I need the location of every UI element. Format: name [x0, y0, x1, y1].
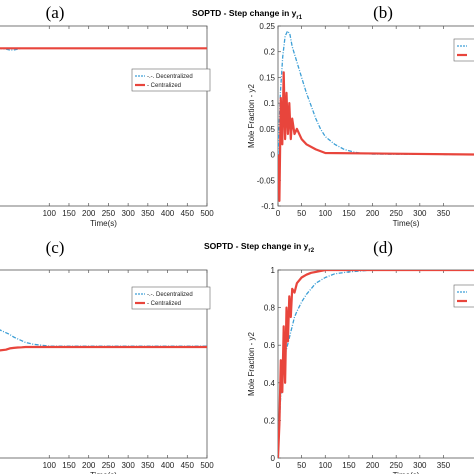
legend-d	[453, 284, 474, 308]
y-tick-label: -0.1	[261, 202, 275, 211]
y-tick-label: 0.25	[259, 22, 275, 31]
x-tick-label: 150	[342, 461, 356, 470]
legend-b	[453, 38, 474, 62]
panel-letter-a: (a)	[46, 3, 65, 22]
legend-label: - Centralized	[147, 83, 181, 89]
x-tick-label: 200	[366, 461, 380, 470]
x-tick-label: 150	[62, 209, 76, 218]
y-tick-label: 1	[271, 266, 276, 275]
y-tick-label: 0.6	[264, 341, 276, 350]
panel-letter-b: (b)	[373, 3, 393, 22]
legend-label: -.-. Decentralized	[147, 74, 193, 80]
x-axis-label: Time(s)	[90, 219, 117, 228]
x-tick-label: 300	[121, 209, 135, 218]
x-tick-label: 300	[121, 461, 135, 470]
decentralized-series-line	[278, 30, 474, 156]
y-tick-label: 0	[271, 151, 276, 160]
x-axis-label: Time(s)	[393, 219, 420, 228]
y-tick-label: 0.2	[264, 48, 276, 57]
y-tick-label: 0.15	[259, 73, 275, 82]
bottom-super-title-sub: r2	[308, 248, 314, 254]
x-axis-label: Time(s)	[90, 471, 117, 474]
centralized-series-line	[278, 71, 474, 202]
x-tick-label: 100	[43, 461, 57, 470]
x-tick-label: 450	[181, 209, 195, 218]
centralized-series-line	[278, 270, 474, 458]
legend-label: - Centralized	[147, 301, 181, 307]
panel-letter-d: (d)	[373, 238, 393, 257]
y-tick-label: 0.1	[264, 99, 276, 108]
plot-area-d	[277, 269, 474, 459]
plot-area-b	[277, 25, 474, 207]
plot-area-a	[0, 25, 208, 207]
x-tick-label: 100	[319, 209, 333, 218]
x-tick-label: 50	[297, 461, 306, 470]
chart-c: 100 150 200 250 300 350 400 450 500 Time(s) -.-. D…	[0, 269, 214, 474]
y-tick-label: -0.05	[257, 176, 276, 185]
x-tick-label: 300	[413, 461, 427, 470]
y-axis-label: Mole Fraction - y2	[247, 331, 256, 396]
bottom-super-title-main: SOPTD - Step change in y	[204, 241, 309, 251]
x-tick-label: 250	[102, 209, 116, 218]
top-super-title-sub: r1	[296, 15, 302, 21]
x-tick-label: 250	[390, 461, 404, 470]
x-tick-label: 500	[200, 461, 214, 470]
x-tick-label: 350	[141, 461, 155, 470]
top-super-title: SOPTD - Step change in yr1	[192, 8, 303, 21]
panel-letter-c: (c)	[46, 238, 65, 257]
x-tick-label: 450	[181, 461, 195, 470]
x-tick-label: 500	[200, 209, 214, 218]
decentralized-series-line	[278, 270, 474, 458]
x-tick-label: 200	[82, 209, 96, 218]
x-tick-label: 350	[437, 209, 451, 218]
centralized-series-line	[0, 345, 207, 352]
x-tick-label: 100	[43, 209, 57, 218]
chart-b: 0 50 100 150 200 250 300 350 -0.1 -0.05 0 0.05 0.1 0.…	[247, 22, 474, 228]
chart-a: 100 150 200 250 300 350 400 450 500 Time(s) -.-. D…	[0, 25, 214, 228]
y-axis-label: Mole Fraction - y2	[247, 83, 256, 148]
x-tick-label: 150	[342, 209, 356, 218]
x-tick-label: 250	[102, 461, 116, 470]
x-tick-label: 250	[390, 209, 404, 218]
x-tick-label: 200	[82, 461, 96, 470]
x-tick-label: 400	[161, 209, 175, 218]
y-tick-label: 0	[271, 454, 276, 463]
legend-box	[453, 284, 474, 308]
x-tick-label: 150	[62, 461, 76, 470]
legend-a: -.-. Decentralized - Centralized	[131, 68, 211, 92]
x-tick-label: 350	[437, 461, 451, 470]
y-tick-label: 0.05	[259, 125, 275, 134]
legend-label: -.-. Decentralized	[147, 292, 193, 298]
x-tick-label: 350	[141, 209, 155, 218]
plot-area-c	[0, 269, 208, 459]
x-tick-label: 200	[366, 209, 380, 218]
x-tick-label: 50	[297, 209, 306, 218]
bottom-super-title: SOPTD - Step change in yr2	[204, 241, 315, 254]
x-tick-label: 0	[276, 461, 281, 470]
x-tick-label: 100	[319, 461, 333, 470]
legend-box	[453, 38, 474, 62]
y-tick-label: 0.4	[264, 379, 276, 388]
y-tick-label: 0.8	[264, 304, 276, 313]
x-tick-label: 0	[276, 209, 281, 218]
y-tick-label: 0.2	[264, 416, 276, 425]
legend-box	[131, 286, 211, 310]
legend-box	[131, 68, 211, 92]
x-axis-label: Time(s)	[393, 471, 420, 474]
chart-d: 0 50 100 150 200 250 300 350 0 0.2 0.4 0.6 0.8 1 Time(…	[247, 266, 474, 474]
decentralized-series-line	[0, 329, 207, 347]
legend-c: -.-. Decentralized - Centralized	[131, 286, 211, 310]
top-super-title-main: SOPTD - Step change in y	[192, 8, 297, 18]
x-tick-label: 400	[161, 461, 175, 470]
x-tick-label: 300	[413, 209, 427, 218]
